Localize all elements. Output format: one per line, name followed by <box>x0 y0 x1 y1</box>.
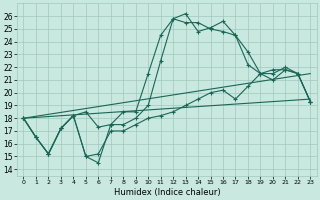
X-axis label: Humidex (Indice chaleur): Humidex (Indice chaleur) <box>114 188 220 197</box>
